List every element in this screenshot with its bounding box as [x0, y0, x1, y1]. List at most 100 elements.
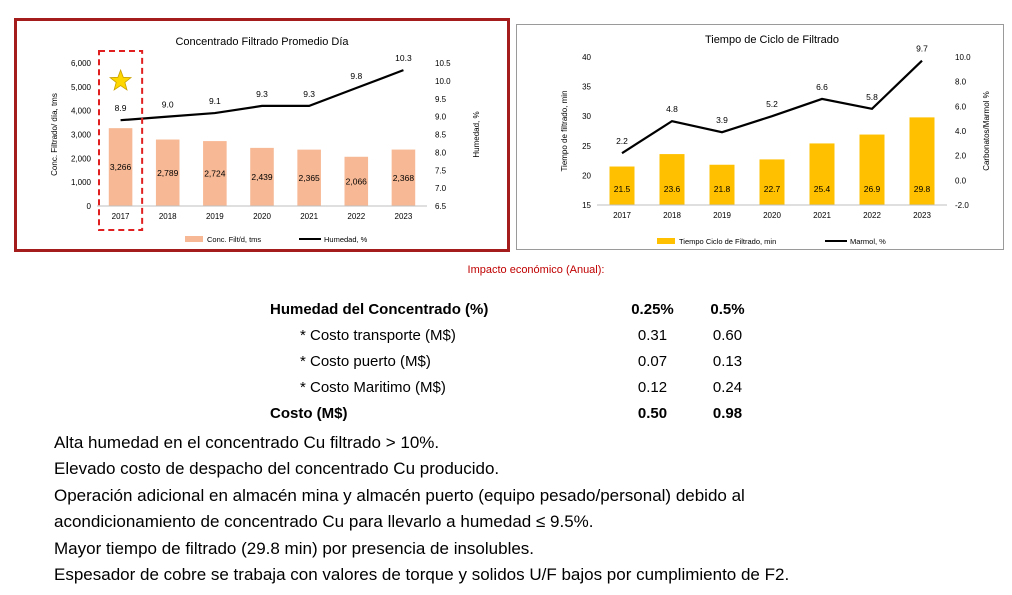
x-tick-label: 2018 [663, 211, 681, 220]
y2-tick-label: 10.0 [955, 53, 971, 62]
y-tick-label: 2,000 [71, 154, 92, 163]
cost-header-v1: 0.25% [631, 300, 674, 318]
cost-total-v1: 0.50 [637, 404, 668, 422]
y-tick-label: 4,000 [71, 107, 92, 116]
cost-row-v2: 0.60 [712, 326, 743, 344]
line-series [120, 69, 404, 122]
y2-tick-label: 10.5 [435, 59, 451, 68]
line-series [621, 59, 923, 155]
bar-data-label: 2,439 [251, 172, 273, 182]
cost-row-label: * Costo transporte (M$) [300, 326, 456, 344]
y2-tick-label: 8.0 [955, 78, 967, 87]
bar [909, 117, 935, 205]
x-tick-label: 2017 [613, 211, 631, 220]
note-line: Espesador de cobre se trabaja con valore… [54, 565, 790, 585]
y2-tick-label: 7.0 [435, 184, 447, 193]
cost-table: Humedad del Concentrado (%) 0.25% 0.5% *… [270, 296, 760, 426]
bar-data-label: 3,266 [110, 162, 132, 172]
y2-tick-label: 8.5 [435, 131, 447, 140]
line-data-label: 9.3 [303, 89, 315, 99]
y-tick-label: 0 [87, 202, 92, 211]
cost-row-label: * Costo puerto (M$) [300, 352, 431, 370]
bar [759, 159, 785, 205]
bar [391, 149, 416, 206]
line-data-label: 9.7 [916, 44, 928, 54]
table-row: * Costo transporte (M$) 0.31 0.60 [270, 322, 760, 348]
y2-tick-label: 0.0 [955, 176, 967, 185]
bar [709, 164, 735, 205]
cost-row-v1: 0.07 [637, 352, 668, 370]
bar-data-label: 21.8 [714, 184, 731, 194]
bar-data-label: 25.4 [814, 184, 831, 194]
bar [809, 143, 835, 205]
bar-data-label: 2,365 [299, 173, 321, 183]
y2-tick-label: 6.5 [435, 202, 447, 211]
y-tick-label: 6,000 [71, 59, 92, 68]
chart-title: Concentrado Filtrado Promedio Día [175, 36, 349, 48]
bar-data-label: 2,368 [393, 173, 415, 183]
y2-axis-label: Humedad, % [472, 111, 481, 157]
note-line: Operación adicional en almacén mina y al… [54, 485, 745, 505]
y2-tick-label: 7.5 [435, 166, 447, 175]
bar [859, 134, 885, 205]
note-line: acondicionamiento de concentrado Cu para… [54, 512, 594, 532]
y-tick-label: 3,000 [71, 131, 92, 140]
y-tick-label: 30 [582, 112, 591, 121]
legend-bar-swatch [657, 238, 675, 244]
y-tick-label: 1,000 [71, 178, 92, 187]
cost-header-v2: 0.5% [710, 300, 745, 318]
chart-tiempo-panel: Tiempo de Ciclo de Filtrado 15 20 25 30 35 40 -… [516, 24, 1004, 250]
y-tick-label: 5,000 [71, 83, 92, 92]
legend-label: Marmol, % [850, 237, 886, 246]
x-tick-label: 2019 [206, 212, 224, 221]
line-data-label: 4.8 [666, 104, 678, 114]
y2-tick-label: 6.0 [955, 102, 967, 111]
line-data-label: 9.0 [162, 100, 174, 110]
y-tick-label: 40 [582, 53, 591, 62]
legend-label: Humedad, % [324, 235, 368, 244]
bar [250, 147, 274, 206]
line-data-label: 9.1 [209, 96, 221, 106]
x-tick-label: 2021 [813, 211, 831, 220]
line-data-label: 8.9 [115, 103, 127, 113]
bar-data-label: 2,789 [157, 168, 179, 178]
line-data-label: 2.2 [616, 136, 628, 146]
y2-tick-label: 2.0 [955, 152, 967, 161]
x-tick-label: 2020 [763, 211, 781, 220]
legend-label: Conc. Filt/d, tms [207, 235, 261, 244]
cost-row-v2: 0.13 [712, 352, 743, 370]
y2-tick-label: 9.5 [435, 95, 447, 104]
bar [108, 128, 133, 206]
legend-label: Tiempo Ciclo de Filtrado, min [679, 237, 776, 246]
x-tick-label: 2023 [395, 212, 413, 221]
y2-tick-label: 4.0 [955, 127, 967, 136]
y2-axis-label: Carbonatos/Marmol % [982, 91, 991, 171]
cost-row-v1: 0.12 [637, 378, 668, 396]
y-axis-label: Conc. Filtrado/ día, tms [50, 93, 59, 176]
cost-total-label: Costo (M$) [270, 404, 348, 422]
y-tick-label: 25 [582, 142, 591, 151]
cost-row-label: * Costo Maritimo (M$) [300, 378, 446, 396]
x-tick-label: 2020 [253, 212, 271, 221]
x-tick-label: 2022 [863, 211, 881, 220]
bar [659, 154, 685, 205]
chart-concentrado: Concentrado Filtrado Promedio Día 0 1,000 2… [50, 36, 481, 244]
bar-data-label: 22.7 [764, 184, 781, 194]
table-row: * Costo Maritimo (M$) 0.12 0.24 [270, 374, 760, 400]
bar [297, 149, 321, 206]
y2-tick-label: 8.0 [435, 148, 447, 157]
bar [203, 141, 227, 206]
bar [344, 156, 369, 206]
note-line: Elevado costo de despacho del concentrad… [54, 459, 500, 479]
table-row: * Costo puerto (M$) 0.07 0.13 [270, 348, 760, 374]
impact-label: Impacto económico (Anual): [467, 264, 605, 276]
line-data-label: 10.3 [395, 53, 412, 63]
bar [609, 166, 635, 205]
bar-data-label: 23.6 [664, 184, 681, 194]
bar [155, 139, 180, 206]
note-line: Mayor tiempo de filtrado (29.8 min) por … [54, 538, 535, 558]
legend-bar-swatch [185, 236, 203, 242]
cost-header-label: Humedad del Concentrado (%) [270, 300, 489, 318]
cost-total-v2: 0.98 [712, 404, 743, 422]
line-data-label: 6.6 [816, 82, 828, 92]
